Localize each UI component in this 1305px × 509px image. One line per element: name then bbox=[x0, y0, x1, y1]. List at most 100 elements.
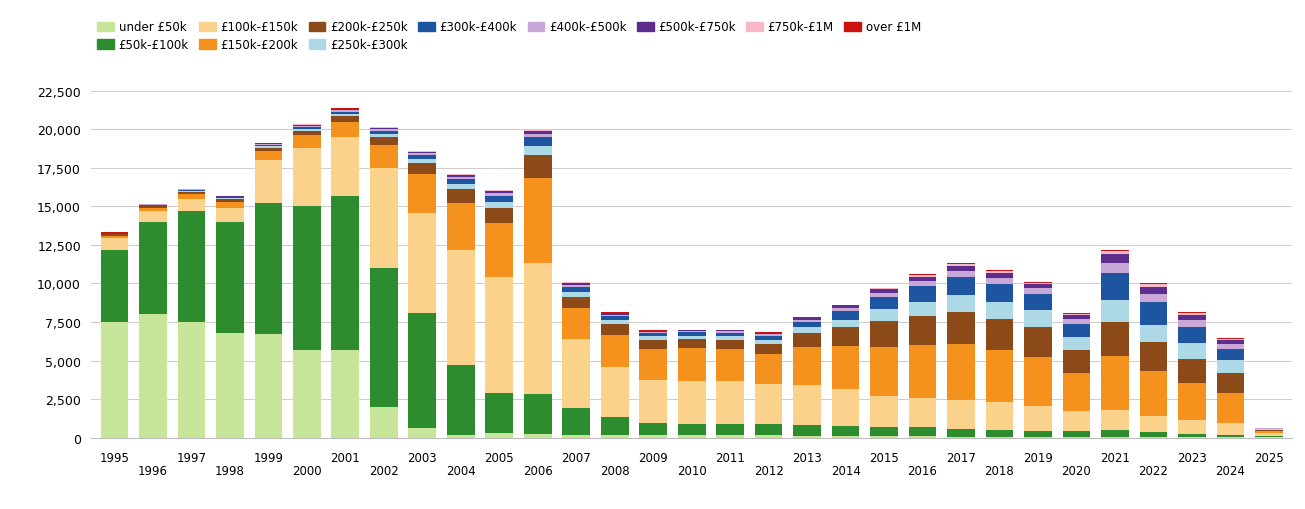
Bar bbox=[1024, 289, 1052, 295]
Bar bbox=[600, 315, 629, 317]
Bar bbox=[677, 435, 706, 438]
Bar bbox=[140, 207, 167, 209]
Bar bbox=[294, 350, 321, 438]
Bar bbox=[217, 200, 244, 203]
Text: 2010: 2010 bbox=[677, 464, 706, 477]
Bar bbox=[639, 332, 667, 333]
Bar bbox=[217, 333, 244, 438]
Bar bbox=[1178, 420, 1206, 434]
Bar bbox=[754, 354, 783, 385]
Bar bbox=[1178, 321, 1206, 327]
Text: 2017: 2017 bbox=[946, 451, 976, 465]
Bar bbox=[1178, 313, 1206, 315]
Bar bbox=[754, 340, 783, 344]
Bar bbox=[793, 436, 821, 438]
Bar bbox=[562, 340, 590, 409]
Bar bbox=[1216, 423, 1244, 435]
Bar bbox=[1101, 410, 1129, 430]
Text: 2003: 2003 bbox=[407, 451, 437, 465]
Bar bbox=[1139, 287, 1167, 294]
Bar bbox=[523, 146, 552, 155]
Bar bbox=[446, 180, 475, 185]
Bar bbox=[523, 132, 552, 135]
Bar bbox=[639, 340, 667, 349]
Bar bbox=[908, 437, 937, 438]
Bar bbox=[254, 152, 282, 161]
Bar bbox=[1216, 339, 1244, 341]
Bar bbox=[985, 271, 1014, 272]
Bar bbox=[831, 346, 860, 389]
Bar bbox=[754, 333, 783, 335]
Bar bbox=[793, 426, 821, 436]
Bar bbox=[639, 380, 667, 423]
Bar bbox=[1139, 294, 1167, 302]
Bar bbox=[177, 190, 205, 191]
Bar bbox=[523, 138, 552, 146]
Bar bbox=[140, 315, 167, 438]
Bar bbox=[985, 285, 1014, 302]
Bar bbox=[294, 130, 321, 132]
Bar bbox=[908, 346, 937, 398]
Bar bbox=[793, 385, 821, 426]
Bar bbox=[716, 382, 744, 425]
Bar bbox=[1255, 431, 1283, 434]
Bar bbox=[831, 436, 860, 438]
Bar bbox=[562, 287, 590, 292]
Bar bbox=[947, 437, 975, 438]
Bar bbox=[1139, 284, 1167, 285]
Bar bbox=[254, 147, 282, 149]
Bar bbox=[1139, 372, 1167, 416]
Bar bbox=[870, 437, 898, 438]
Bar bbox=[408, 160, 436, 164]
Bar bbox=[600, 320, 629, 325]
Bar bbox=[408, 313, 436, 429]
Bar bbox=[562, 308, 590, 340]
Bar bbox=[100, 322, 128, 438]
Bar bbox=[1062, 319, 1090, 324]
Bar bbox=[523, 263, 552, 394]
Bar bbox=[1178, 315, 1206, 321]
Bar bbox=[947, 271, 975, 277]
Text: 2018: 2018 bbox=[984, 464, 1014, 477]
Bar bbox=[1101, 301, 1129, 322]
Bar bbox=[793, 320, 821, 322]
Bar bbox=[217, 209, 244, 222]
Bar bbox=[754, 336, 783, 340]
Bar bbox=[639, 423, 667, 435]
Bar bbox=[908, 275, 937, 277]
Bar bbox=[793, 318, 821, 319]
Text: 1996: 1996 bbox=[138, 464, 168, 477]
Bar bbox=[947, 312, 975, 345]
Bar bbox=[140, 212, 167, 222]
Bar bbox=[446, 190, 475, 204]
Text: 1998: 1998 bbox=[215, 464, 245, 477]
Bar bbox=[870, 290, 898, 293]
Bar bbox=[1024, 437, 1052, 438]
Bar bbox=[294, 149, 321, 207]
Bar bbox=[831, 426, 860, 436]
Text: 2006: 2006 bbox=[523, 464, 552, 477]
Bar bbox=[523, 179, 552, 263]
Bar bbox=[870, 293, 898, 297]
Bar bbox=[639, 333, 667, 336]
Text: 2022: 2022 bbox=[1138, 464, 1168, 477]
Bar bbox=[369, 146, 398, 168]
Bar bbox=[600, 325, 629, 335]
Bar bbox=[485, 192, 513, 194]
Bar bbox=[716, 349, 744, 382]
Bar bbox=[369, 128, 398, 130]
Bar bbox=[947, 400, 975, 429]
Bar bbox=[100, 250, 128, 322]
Bar bbox=[1101, 251, 1129, 254]
Bar bbox=[831, 309, 860, 312]
Bar bbox=[446, 204, 475, 250]
Bar bbox=[140, 206, 167, 207]
Bar bbox=[446, 365, 475, 435]
Bar bbox=[408, 152, 436, 154]
Bar bbox=[1062, 350, 1090, 373]
Bar bbox=[331, 112, 359, 115]
Bar bbox=[947, 429, 975, 437]
Bar bbox=[1139, 285, 1167, 287]
Bar bbox=[908, 427, 937, 437]
Bar bbox=[369, 132, 398, 135]
